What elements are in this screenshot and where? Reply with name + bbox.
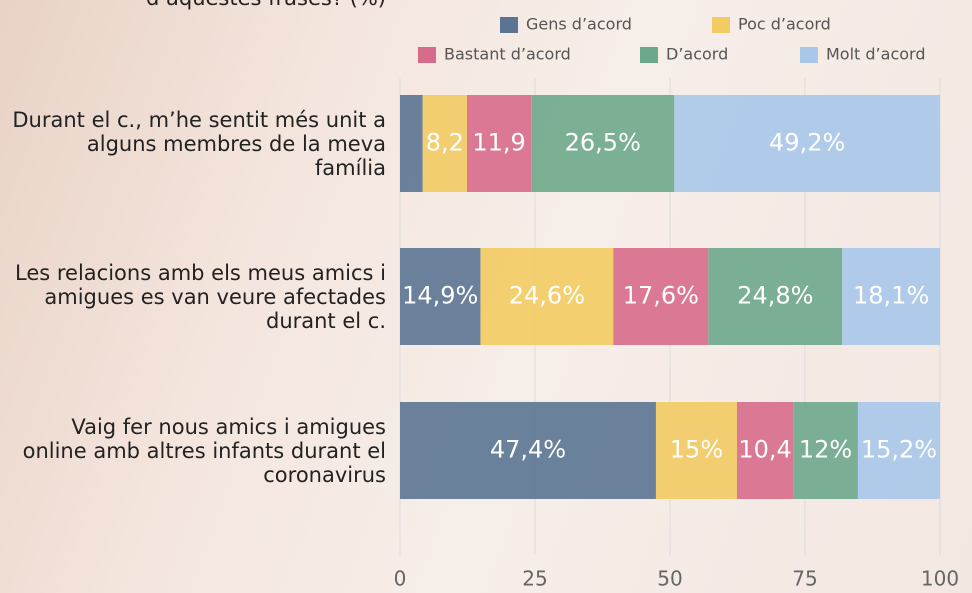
legend-label: Gens d’acord — [526, 15, 632, 34]
data-label: 15,2% — [861, 436, 937, 464]
y-tick-label: Les relacions amb els meus amics i amigu… — [10, 261, 386, 333]
y-tick-label: Durant el c., m’he sentit més unit a alg… — [10, 108, 386, 180]
data-label: 26,5% — [565, 129, 641, 157]
data-label: 10,4 — [738, 436, 791, 464]
legend-swatch — [640, 47, 658, 63]
x-tick-label: 75 — [792, 567, 817, 591]
x-tick-label: 100 — [921, 567, 959, 591]
y-tick-label: Vaig fer nous amics i amigues online amb… — [10, 415, 386, 487]
data-label: 8,2 — [426, 129, 464, 157]
legend-label: Poc d’acord — [738, 15, 831, 34]
bar-segment — [400, 95, 423, 192]
legend-label: Bastant d’acord — [444, 45, 571, 64]
data-label: 18,1% — [853, 282, 929, 310]
data-label: 15% — [670, 436, 723, 464]
data-label: 47,4% — [490, 436, 566, 464]
x-tick-label: 0 — [394, 567, 407, 591]
x-tick-label: 25 — [522, 567, 547, 591]
legend-swatch — [418, 47, 436, 63]
legend-label: D’acord — [666, 45, 728, 64]
data-label: 24,8% — [737, 282, 813, 310]
data-label: 17,6% — [623, 282, 699, 310]
data-label: 14,9% — [402, 282, 478, 310]
legend-swatch — [712, 17, 730, 33]
page: d’aquestes frases? (%) 0255075100Gens d’… — [0, 0, 972, 593]
data-label: 12% — [799, 436, 852, 464]
legend-swatch — [500, 17, 518, 33]
data-label: 11,9 — [472, 129, 525, 157]
legend-label: Molt d’acord — [826, 45, 925, 64]
data-label: 49,2% — [769, 129, 845, 157]
data-label: 24,6% — [509, 282, 585, 310]
legend-swatch — [800, 47, 818, 63]
x-tick-label: 50 — [657, 567, 682, 591]
